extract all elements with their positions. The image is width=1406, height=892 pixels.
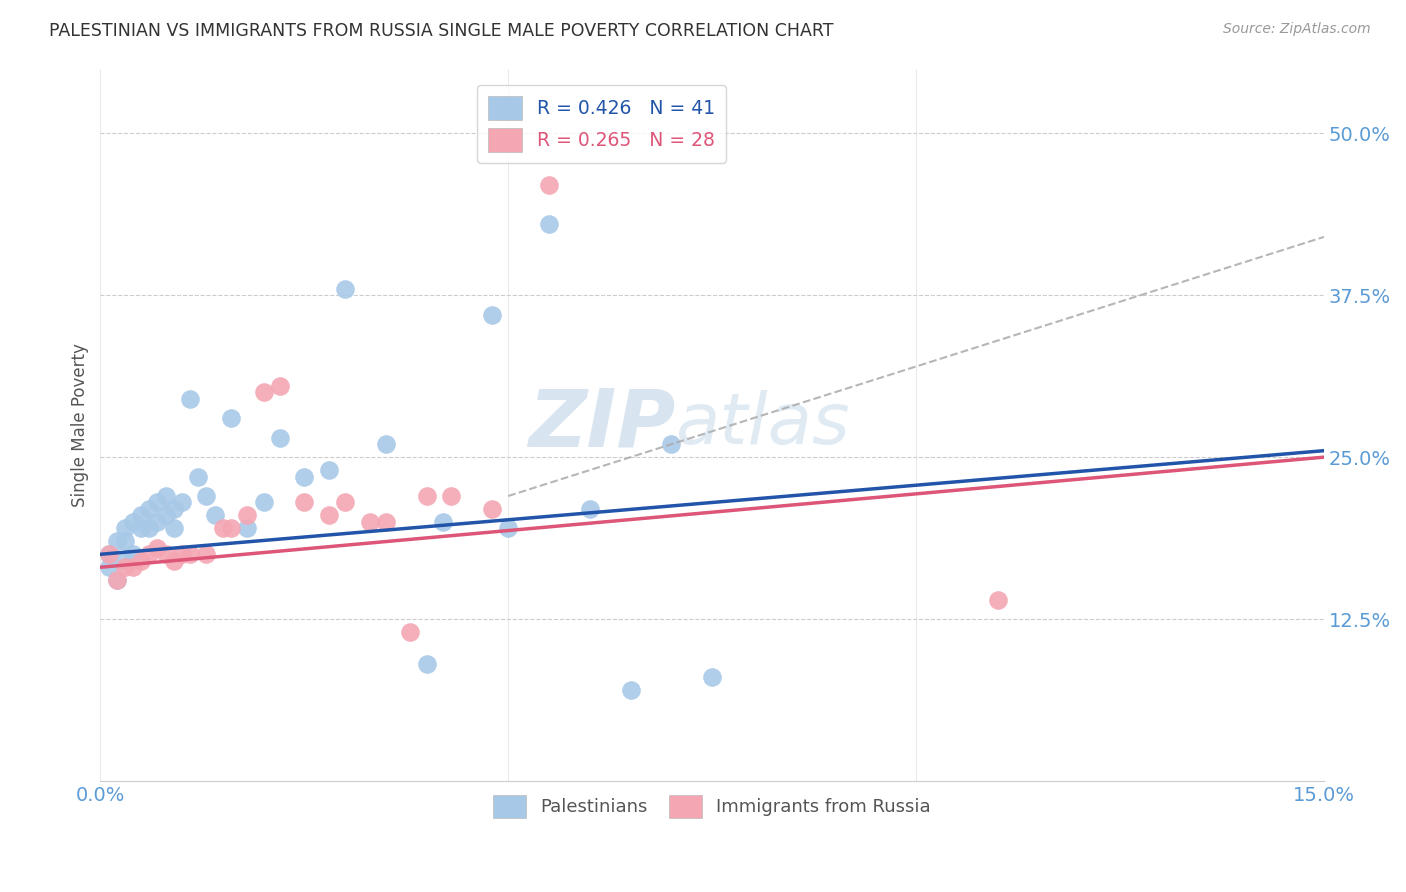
Point	[97, 547, 120, 561]
Point	[105, 573, 128, 587]
Point	[537, 178, 560, 193]
Point	[987, 592, 1010, 607]
Text: PALESTINIAN VS IMMIGRANTS FROM RUSSIA SINGLE MALE POVERTY CORRELATION CHART: PALESTINIAN VS IMMIGRANTS FROM RUSSIA SI…	[49, 22, 834, 40]
Point	[219, 521, 242, 535]
Point	[155, 489, 177, 503]
Point	[578, 502, 600, 516]
Point	[146, 541, 169, 555]
Point	[292, 495, 315, 509]
Legend: Palestinians, Immigrants from Russia: Palestinians, Immigrants from Russia	[486, 788, 938, 825]
Point	[702, 670, 724, 684]
Point	[122, 547, 145, 561]
Point	[211, 521, 233, 535]
Point	[269, 431, 291, 445]
Point	[661, 437, 683, 451]
Point	[138, 502, 160, 516]
Point	[236, 521, 259, 535]
Point	[114, 560, 136, 574]
Point	[415, 657, 437, 672]
Point	[146, 495, 169, 509]
Point	[415, 489, 437, 503]
Point	[105, 573, 128, 587]
Point	[333, 282, 356, 296]
Point	[333, 495, 356, 509]
Point	[138, 521, 160, 535]
Point	[170, 547, 193, 561]
Text: ZIP: ZIP	[529, 385, 675, 464]
Point	[179, 547, 201, 561]
Point	[170, 495, 193, 509]
Point	[129, 554, 152, 568]
Text: Source: ZipAtlas.com: Source: ZipAtlas.com	[1223, 22, 1371, 37]
Point	[537, 217, 560, 231]
Point	[129, 508, 152, 523]
Point	[219, 411, 242, 425]
Text: atlas: atlas	[675, 391, 851, 459]
Point	[318, 463, 340, 477]
Point	[236, 508, 259, 523]
Point	[97, 547, 120, 561]
Point	[374, 437, 396, 451]
Point	[481, 308, 503, 322]
Point	[432, 515, 454, 529]
Point	[138, 547, 160, 561]
Point	[292, 469, 315, 483]
Point	[187, 469, 209, 483]
Point	[252, 495, 274, 509]
Point	[496, 521, 519, 535]
Point	[129, 521, 152, 535]
Point	[318, 508, 340, 523]
Point	[163, 554, 186, 568]
Point	[146, 515, 169, 529]
Point	[269, 379, 291, 393]
Point	[163, 521, 186, 535]
Point	[155, 508, 177, 523]
Point	[359, 515, 381, 529]
Point	[620, 683, 643, 698]
Point	[163, 502, 186, 516]
Point	[122, 560, 145, 574]
Point	[97, 560, 120, 574]
Point	[399, 625, 422, 640]
Point	[114, 521, 136, 535]
Point	[195, 547, 218, 561]
Point	[252, 385, 274, 400]
Point	[204, 508, 226, 523]
Point	[114, 534, 136, 549]
Point	[105, 534, 128, 549]
Point	[122, 515, 145, 529]
Point	[374, 515, 396, 529]
Point	[179, 392, 201, 406]
Point	[440, 489, 463, 503]
Y-axis label: Single Male Poverty: Single Male Poverty	[72, 343, 89, 507]
Point	[195, 489, 218, 503]
Point	[114, 554, 136, 568]
Point	[481, 502, 503, 516]
Point	[155, 547, 177, 561]
